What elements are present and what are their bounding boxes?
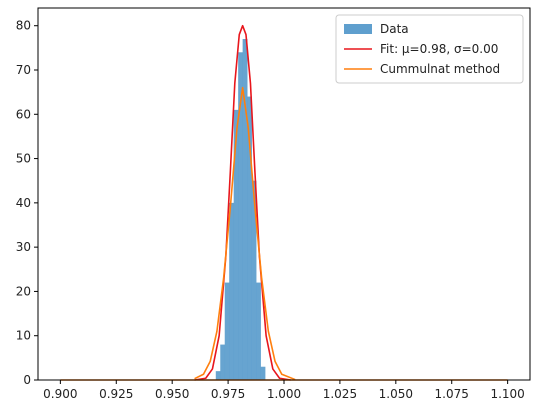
y-tick-label: 0 (23, 373, 31, 387)
x-tick-label: 1.000 (267, 387, 301, 401)
y-tick-label: 60 (16, 107, 31, 121)
x-tick-label: 0.975 (211, 387, 245, 401)
plot-area (60, 24, 508, 381)
histogram-bar (251, 180, 257, 380)
histogram-bar (238, 52, 244, 381)
y-tick-label: 20 (16, 284, 31, 298)
y-tick-label: 10 (16, 329, 31, 343)
legend-swatch (344, 24, 372, 34)
x-tick-label: 1.025 (323, 387, 357, 401)
legend: Data Fit: μ=0.98, σ=0.00 Cummulnat method (335, 14, 524, 84)
y-tick-label: 80 (16, 19, 31, 33)
y-axis: 0 10 20 30 40 50 60 70 80 (16, 19, 38, 387)
y-tick-label: 40 (16, 196, 31, 210)
x-tick-label: 1.050 (379, 387, 413, 401)
x-tick-label: 0.950 (155, 387, 189, 401)
x-tick-label: 1.075 (435, 387, 469, 401)
histogram-bar (242, 39, 248, 380)
series-line-2 (194, 86, 296, 381)
histogram-bar (233, 109, 239, 380)
legend-box (335, 14, 524, 84)
histogram-bar (247, 96, 252, 381)
histogram-bar (220, 344, 226, 380)
y-tick-label: 50 (16, 152, 31, 166)
y-tick-label: 30 (16, 240, 31, 254)
histogram-bar (224, 282, 230, 380)
histogram-bar (260, 366, 266, 380)
x-tick-label: 0.925 (99, 387, 133, 401)
legend-label: Cummulnat method (380, 62, 500, 76)
x-tick-label: 1.100 (490, 387, 524, 401)
x-axis: 0.900 0.925 0.950 0.975 1.000 1.025 1.050 1.075… (43, 380, 525, 401)
series-line-1 (194, 24, 291, 381)
legend-label: Data (380, 22, 409, 36)
legend-label: Fit: μ=0.98, σ=0.00 (380, 42, 498, 56)
histogram-bar (229, 202, 235, 380)
x-tick-label: 0.900 (43, 387, 77, 401)
y-tick-label: 70 (16, 63, 31, 77)
histogram-bar (215, 371, 221, 380)
histogram-bar (256, 282, 261, 380)
